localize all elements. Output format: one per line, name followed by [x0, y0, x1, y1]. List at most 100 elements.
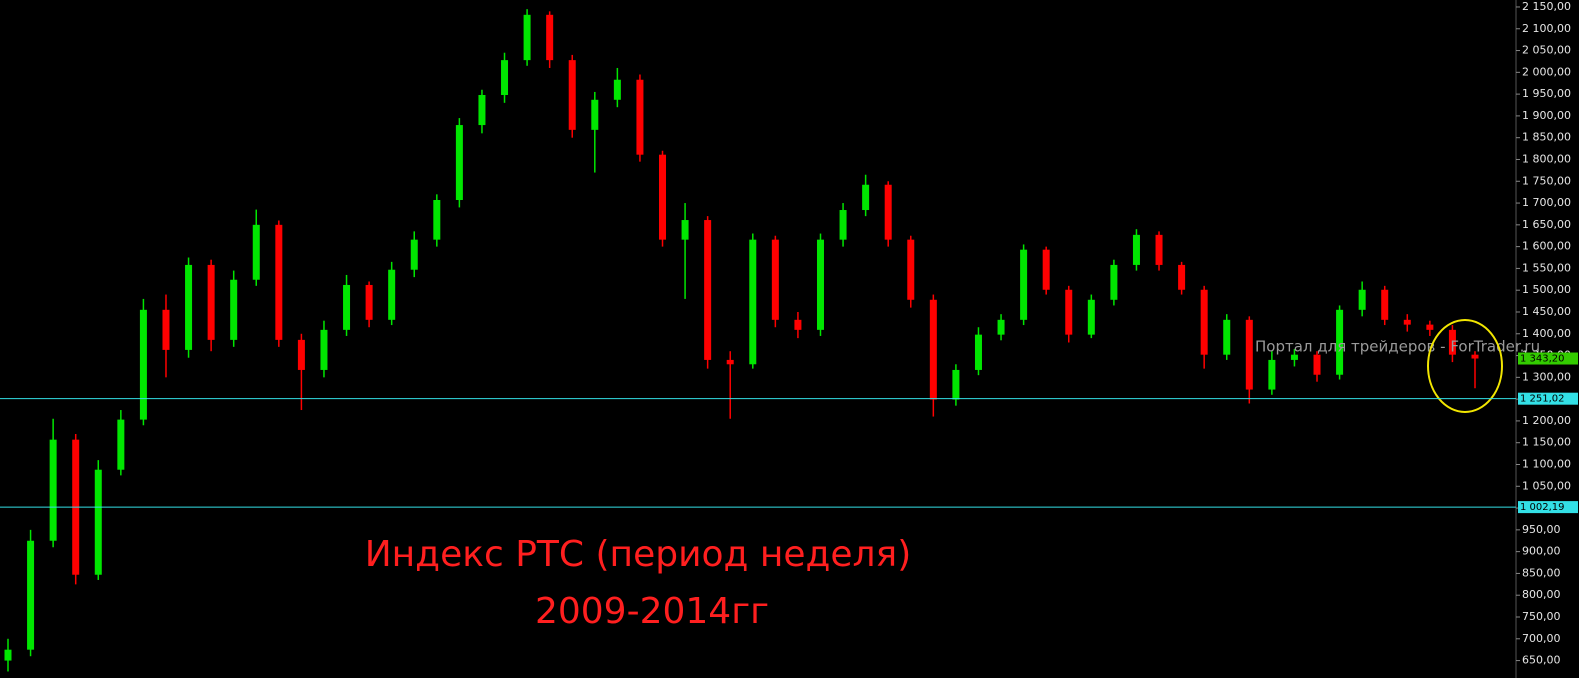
candle-body [501, 60, 509, 95]
y-tick-label: 1 450,00 [1522, 305, 1571, 318]
candle-body [365, 284, 373, 320]
candle-body [1020, 249, 1028, 320]
candle-body [568, 60, 576, 130]
candle-body [591, 99, 599, 130]
candle-body [997, 319, 1005, 335]
candle-body [1155, 234, 1163, 265]
y-tick-label: 2 150,00 [1522, 0, 1571, 13]
y-tick-label: 650,00 [1522, 654, 1561, 667]
candle-body [207, 264, 215, 340]
y-tick-label: 1 550,00 [1522, 261, 1571, 274]
y-tick-label: 2 100,00 [1522, 22, 1571, 35]
candle-body [297, 339, 305, 370]
candle-body [1448, 329, 1456, 355]
candle-body [613, 79, 621, 100]
candle-body [1336, 309, 1344, 375]
candle-body [1290, 354, 1298, 360]
y-tick-label: 1 500,00 [1522, 283, 1571, 296]
annotation: 2009-2014гг [535, 591, 769, 632]
candle-body [94, 469, 102, 575]
y-tick-label: 1 200,00 [1522, 414, 1571, 427]
candle-body [816, 239, 824, 330]
candle-body [117, 419, 125, 470]
y-tick-label: 850,00 [1522, 566, 1561, 579]
y-tick-label: 1 600,00 [1522, 240, 1571, 253]
candle-body [749, 239, 757, 365]
y-tick-label: 1 150,00 [1522, 436, 1571, 449]
candle-body [1313, 354, 1321, 375]
candle-body [907, 239, 915, 300]
y-tick-label: 1 700,00 [1522, 196, 1571, 209]
price-tag [1518, 352, 1578, 365]
candle-body [139, 309, 147, 420]
candle-body [388, 269, 396, 320]
y-tick-label: 750,00 [1522, 610, 1561, 623]
candle-body [275, 224, 283, 340]
candle-body [252, 224, 260, 280]
candle-body [546, 14, 554, 61]
y-tick-label: 2 050,00 [1522, 44, 1571, 57]
candle-body [1471, 354, 1479, 359]
candle-body [1223, 319, 1231, 355]
y-tick-label: 1 400,00 [1522, 327, 1571, 340]
candle-body [162, 309, 170, 350]
y-tick-label: 950,00 [1522, 523, 1561, 536]
candle-body [704, 220, 712, 360]
candle-body [320, 329, 328, 370]
y-tick-label: 1 800,00 [1522, 152, 1571, 165]
candle-body [681, 220, 689, 240]
y-tick-label: 1 950,00 [1522, 87, 1571, 100]
candle-body [230, 279, 238, 340]
price-tag-label: 1 343,20 [1520, 354, 1565, 365]
candle-body [478, 94, 486, 126]
candle-body [771, 239, 779, 320]
candle-body [794, 319, 802, 330]
price-tag [1518, 501, 1578, 514]
candle-body [1381, 289, 1389, 320]
y-tick-label: 1 300,00 [1522, 370, 1571, 383]
candle-body [1358, 289, 1366, 310]
candle-body [343, 284, 351, 330]
y-tick-label: 1 100,00 [1522, 457, 1571, 470]
candle-body [1087, 299, 1095, 335]
candle-body [839, 210, 847, 240]
candle-body [929, 299, 937, 400]
candle-body [27, 540, 35, 650]
candle-body [4, 649, 12, 661]
candle-body [1426, 324, 1434, 330]
watermark: Портал для трейдеров - ForTrader.ru [1255, 338, 1540, 356]
price-tag [1518, 392, 1578, 405]
candle-body [726, 359, 734, 365]
candle-body [1200, 289, 1208, 355]
price-tag-label: 1 002,19 [1520, 502, 1565, 513]
candle-body [1403, 319, 1411, 325]
y-tick-label: 800,00 [1522, 588, 1561, 601]
candle-body [49, 439, 57, 541]
candle-body [1042, 249, 1050, 290]
candle-body [523, 14, 531, 61]
annotation: Индекс РТС (период неделя) [365, 534, 912, 575]
candle-body [636, 79, 644, 155]
y-tick-label: 900,00 [1522, 545, 1561, 558]
candle-body [185, 264, 193, 350]
candle-body [952, 369, 960, 400]
y-tick-label: 1 650,00 [1522, 218, 1571, 231]
price-tag-label: 1 251,02 [1520, 394, 1565, 405]
candle-body [410, 239, 418, 270]
candle-body [659, 154, 667, 240]
candle-body [1110, 264, 1118, 300]
candle-body [1245, 319, 1253, 390]
plot-area [4, 9, 1479, 672]
candle-body [455, 125, 463, 201]
y-tick-label: 1 050,00 [1522, 479, 1571, 492]
candle-body [884, 184, 892, 240]
y-tick-label: 2 000,00 [1522, 65, 1571, 78]
y-tick-label: 1 750,00 [1522, 174, 1571, 187]
y-tick-label: 1 900,00 [1522, 109, 1571, 122]
y-tick-label: 700,00 [1522, 632, 1561, 645]
candle-body [1065, 289, 1073, 335]
y-tick-label: 1 850,00 [1522, 131, 1571, 144]
highlight-ellipse [1427, 319, 1503, 413]
candle-body [1132, 234, 1140, 265]
